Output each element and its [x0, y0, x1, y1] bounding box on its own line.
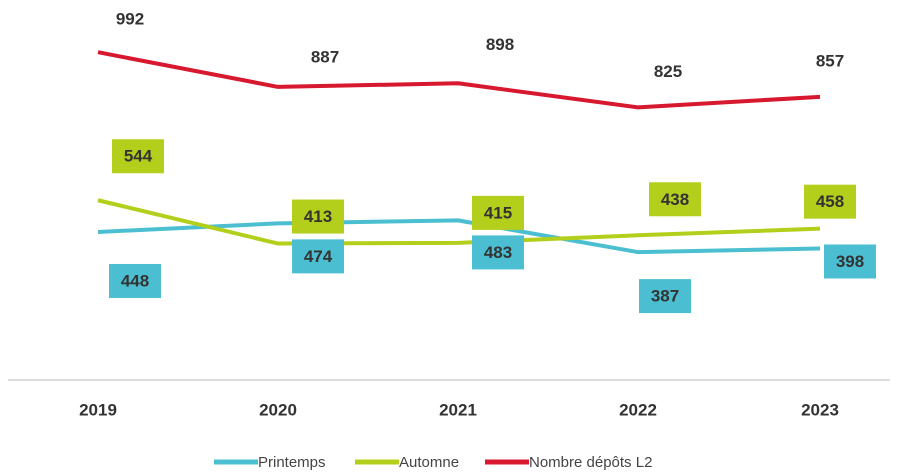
- legend-label: Nombre dépôts L2: [529, 454, 652, 471]
- data-label: 825: [654, 62, 682, 81]
- data-label-box: [472, 195, 524, 230]
- data-label-box: [824, 244, 876, 279]
- data-label-box: [112, 139, 164, 174]
- series-line: [97, 218, 821, 255]
- series-line: [97, 198, 821, 246]
- x-tick-label: 2022: [619, 400, 657, 419]
- data-label: 474: [304, 247, 333, 266]
- x-tick-label: 2020: [259, 400, 297, 419]
- data-label: 458: [816, 192, 844, 211]
- x-tick-label: 2023: [801, 400, 839, 419]
- data-label-box: [639, 279, 691, 314]
- x-tick-label: 2019: [79, 400, 117, 419]
- data-label: 415: [484, 203, 512, 222]
- series-line: [97, 50, 821, 110]
- data-label: 438: [661, 190, 689, 209]
- data-label-box: [472, 235, 524, 270]
- legend-label: Printemps: [258, 454, 326, 471]
- data-label: 992: [116, 10, 144, 29]
- data-label: 448: [121, 271, 149, 290]
- x-tick-label: 2021: [439, 400, 477, 419]
- data-label: 413: [304, 207, 332, 226]
- data-label: 544: [124, 147, 153, 166]
- data-label: 887: [311, 47, 339, 66]
- data-label-box: [292, 199, 344, 234]
- data-label: 483: [484, 243, 512, 262]
- data-label: 857: [816, 51, 844, 70]
- data-label: 387: [651, 287, 679, 306]
- data-label: 898: [486, 35, 514, 54]
- data-label: 398: [836, 252, 864, 271]
- legend-label: Automne: [399, 454, 459, 471]
- data-label-box: [292, 239, 344, 274]
- data-label-box: [804, 184, 856, 219]
- data-label-box: [109, 263, 161, 298]
- data-label-box: [649, 182, 701, 217]
